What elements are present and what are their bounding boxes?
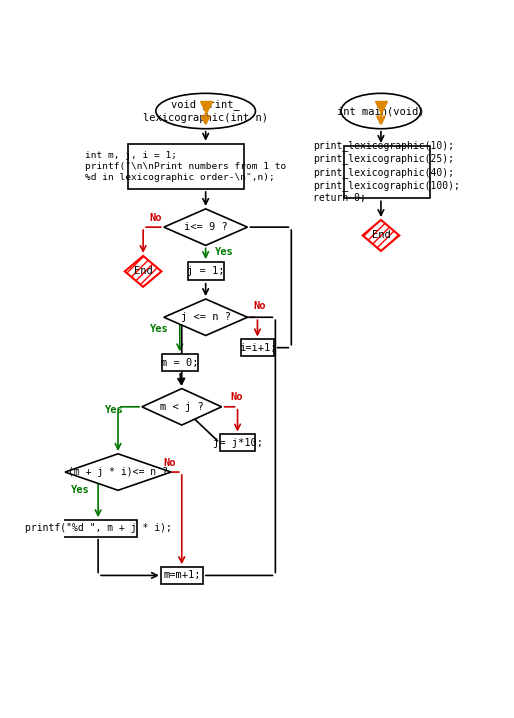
Text: Yes: Yes: [104, 404, 123, 414]
Text: Yes: Yes: [70, 485, 89, 495]
Ellipse shape: [341, 93, 421, 129]
FancyBboxPatch shape: [241, 340, 274, 356]
Text: Yes: Yes: [150, 325, 169, 335]
Text: i=i+1;: i=i+1;: [238, 342, 276, 353]
Text: (m + j * i)<= n ?: (m + j * i)<= n ?: [68, 467, 168, 477]
FancyBboxPatch shape: [219, 434, 255, 451]
Text: int main(void): int main(void): [337, 106, 425, 116]
FancyBboxPatch shape: [344, 146, 430, 198]
Polygon shape: [142, 388, 222, 425]
Text: Yes: Yes: [215, 247, 233, 257]
Polygon shape: [164, 299, 248, 335]
Polygon shape: [164, 209, 248, 246]
Polygon shape: [125, 256, 161, 287]
FancyBboxPatch shape: [59, 520, 137, 537]
Text: j = 1;: j = 1;: [187, 266, 225, 276]
Text: No: No: [163, 457, 176, 467]
Text: m = 0;: m = 0;: [161, 358, 198, 368]
Text: printf("%d ", m + j * i);: printf("%d ", m + j * i);: [25, 523, 172, 533]
Polygon shape: [65, 454, 171, 490]
Text: End: End: [134, 266, 153, 276]
Text: End: End: [372, 230, 390, 241]
Ellipse shape: [156, 93, 255, 129]
FancyBboxPatch shape: [188, 262, 224, 281]
FancyBboxPatch shape: [161, 567, 203, 584]
Polygon shape: [362, 220, 399, 251]
Text: No: No: [150, 213, 162, 223]
FancyBboxPatch shape: [128, 144, 244, 189]
Text: No: No: [231, 393, 243, 402]
Text: int m, j, i = 1;
printf("\n\nPrint numbers from 1 to
%d in lexicographic order-\: int m, j, i = 1; printf("\n\nPrint numbe…: [85, 151, 286, 182]
Text: m=m+1;: m=m+1;: [163, 570, 200, 580]
Text: No: No: [253, 301, 266, 311]
Text: m < j ?: m < j ?: [160, 402, 204, 412]
Text: j= j*10;: j= j*10;: [212, 438, 263, 448]
Text: j <= n ?: j <= n ?: [180, 312, 231, 322]
Text: void print_
lexicographic(int n): void print_ lexicographic(int n): [143, 99, 268, 123]
FancyBboxPatch shape: [162, 354, 198, 371]
Text: print_lexicographic(10);
print_lexicographic(25);
print_lexicographic(40);
print: print_lexicographic(10); print_lexicogra…: [314, 140, 461, 203]
Text: i<= 9 ?: i<= 9 ?: [184, 222, 228, 232]
